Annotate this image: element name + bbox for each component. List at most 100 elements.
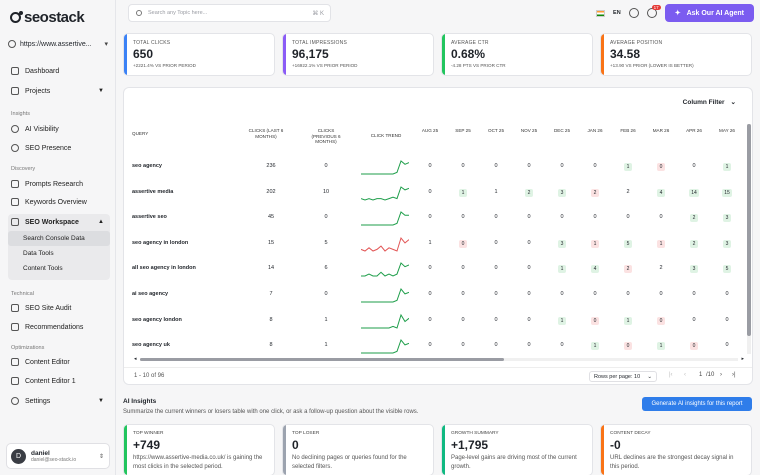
insight-value: 0 — [292, 438, 299, 452]
column-header-clicks-previous[interactable]: CLICKS (PREVIOUS 6 MONTHS) — [311, 128, 341, 144]
column-header-month[interactable]: APR 26 — [686, 128, 702, 133]
month-cell: 15 — [717, 188, 737, 197]
sidebar-item-search-console-data[interactable]: Search Console Data — [8, 231, 110, 246]
insight-label: CONTENT DECAY — [610, 431, 651, 436]
chat-icon[interactable] — [628, 8, 639, 18]
month-cell: 0 — [651, 163, 671, 171]
month-value: 0 — [428, 163, 432, 169]
sidebar-item-content-editor-1[interactable]: Content Editor 1 — [8, 374, 108, 388]
table-row[interactable]: seo agency 236 0 0 0 0 0 0 0 1 0 0 1 — [124, 154, 752, 180]
sidebar-item-keywords-overview[interactable]: Keywords Overview — [8, 195, 108, 209]
month-cell: 0 — [651, 291, 671, 297]
column-filter-button[interactable]: Column Filter ⌄ — [682, 98, 736, 107]
column-header-month[interactable]: FEB 26 — [620, 128, 636, 133]
sidebar-item-label: SEO Workspace — [25, 218, 79, 226]
search-input[interactable]: Search any Topic here... — [148, 10, 208, 16]
month-cell: 2 — [618, 265, 638, 274]
insight-text: Page-level gains are driving most of the… — [451, 455, 577, 470]
month-value: 1 — [657, 342, 665, 351]
month-cell: 0 — [552, 342, 572, 348]
column-filter-label: Column Filter — [682, 98, 725, 106]
horizontal-scrollbar[interactable]: ◂ ▸ — [134, 356, 744, 362]
insight-label: TOP LOSER — [292, 431, 320, 436]
sidebar-item-seo-site-audit[interactable]: SEO Site Audit — [8, 301, 108, 315]
month-value: 0 — [692, 163, 696, 169]
month-cell: 1 — [486, 189, 506, 195]
column-header-month[interactable]: AUG 25 — [421, 128, 439, 133]
month-cell: 3 — [717, 214, 737, 223]
sidebar-item-projects[interactable]: Projects ▼ — [8, 84, 108, 98]
stat-label: AVERAGE CTR — [451, 40, 489, 46]
sidebar-item-ai-visibility[interactable]: AI Visibility — [8, 122, 108, 136]
sidebar-item-seo-workspace[interactable]: SEO Workspace ▲ — [8, 215, 108, 229]
search-bar[interactable]: Search any Topic here... ⌘ K — [128, 4, 331, 22]
sidebar-item-recommendations[interactable]: Recommendations — [8, 320, 108, 334]
column-header-month[interactable]: DEC 25 — [553, 128, 571, 133]
click-trend-sparkline — [361, 211, 409, 226]
column-header-query[interactable]: QUERY — [132, 131, 149, 136]
table-row[interactable]: seo agency uk 8 1 0 0 0 0 0 1 0 1 0 0 — [124, 333, 752, 359]
table-row[interactable]: assertive media 202 10 0 1 1 2 3 2 2 4 14 15 — [124, 180, 752, 206]
vertical-scrollbar[interactable] — [747, 124, 751, 354]
month-value: 2 — [690, 214, 698, 223]
sidebar-item-settings[interactable]: Settings ▼ — [8, 394, 108, 408]
column-header-month[interactable]: JAN 26 — [587, 128, 603, 133]
next-page-icon[interactable]: › — [720, 372, 722, 378]
table-row[interactable]: seo agency in london 15 5 1 0 0 0 3 1 5 1 2 3 — [124, 231, 752, 257]
table-row[interactable]: all seo agency in london 14 6 0 0 0 0 1 4 2 2 3 5 — [124, 256, 752, 282]
sidebar-item-prompts-research[interactable]: Prompts Research — [8, 177, 108, 191]
scroll-left-icon[interactable]: ◂ — [134, 356, 137, 362]
sidebar-item-content-tools[interactable]: Content Tools — [23, 265, 63, 272]
scrollbar-thumb[interactable] — [140, 358, 504, 361]
sidebar-item-content-editor[interactable]: Content Editor — [8, 355, 108, 369]
bell-icon[interactable]: 17 — [646, 5, 661, 18]
table-row[interactable]: assertive seo 45 0 0 0 0 0 0 0 0 0 2 3 — [124, 205, 752, 231]
month-value: 0 — [624, 342, 632, 351]
stat-change: +16922.1% VS PRIOR PERIOD — [292, 63, 358, 68]
caret-down-icon: ▼ — [98, 398, 104, 404]
prev-page-icon[interactable]: ‹ — [684, 372, 686, 378]
language-selector[interactable]: EN — [613, 10, 621, 16]
site-selector[interactable]: https://www.assertive... ▾ — [8, 36, 108, 52]
generate-ai-insights-button[interactable]: Generate AI insights for this report — [642, 397, 752, 411]
rows-per-page-select[interactable]: Rows per page: 10 ⌄ — [589, 371, 657, 382]
stat-change: +13.90 VS PRIOR (LOWER IS BETTER) — [610, 63, 694, 68]
site-url: https://www.assertive... — [20, 40, 92, 48]
sidebar-item-seo-presence[interactable]: SEO Presence — [8, 141, 108, 155]
column-header-month[interactable]: MAR 26 — [652, 128, 670, 133]
month-value: 0 — [428, 265, 432, 272]
table-row[interactable]: ai seo agency 7 0 0 0 0 0 0 0 0 0 0 0 — [124, 282, 752, 308]
clicks-cell: 45 — [267, 214, 275, 221]
sparkline-path — [361, 313, 409, 329]
column-header-month[interactable]: OCT 25 — [488, 128, 504, 133]
month-value: 15 — [722, 188, 732, 197]
column-header-click-trend[interactable]: CLICK TREND — [370, 133, 402, 138]
month-cell: 3 — [552, 239, 572, 248]
column-header-clicks[interactable]: CLICKS (LAST 6 MONTHS) — [248, 128, 284, 139]
india-flag-icon[interactable] — [596, 9, 606, 17]
month-value: 5 — [624, 239, 632, 248]
sidebar-item-data-tools[interactable]: Data Tools — [23, 250, 54, 257]
insight-text: No declining pages or queries found for … — [292, 455, 407, 470]
logo[interactable]: seostack — [10, 9, 85, 26]
sidebar-item-dashboard[interactable]: Dashboard — [8, 64, 108, 78]
clicks-previous-cell: 0 — [324, 291, 328, 297]
month-cell: 0 — [519, 214, 539, 220]
month-value: 5 — [723, 265, 731, 274]
folder-icon — [11, 87, 19, 95]
table-row[interactable]: seo agency london 8 1 0 0 0 0 1 0 1 0 0 0 — [124, 308, 752, 334]
scroll-right-icon[interactable]: ▸ — [741, 356, 744, 362]
page-number[interactable]: 1 — [699, 372, 703, 378]
ask-ai-agent-button[interactable]: ✦ Ask Our AI Agent — [664, 4, 754, 22]
column-header-month[interactable]: SEP 25 — [455, 128, 471, 133]
scrollbar-thumb[interactable] — [747, 124, 751, 336]
column-header-month[interactable]: MAY 26 — [719, 128, 735, 133]
month-cell: 14 — [684, 188, 704, 197]
first-page-icon[interactable]: |‹ — [669, 372, 673, 378]
sparkline-path — [361, 185, 409, 201]
column-header-month[interactable]: NOV 25 — [520, 128, 538, 133]
month-value: 3 — [723, 239, 731, 248]
pagination: 1 - 10 of 96 Rows per page: 10 ⌄ |‹ ‹ 1 … — [124, 367, 752, 384]
user-menu[interactable]: D daniel daniel@seo-stack.io ⇕ — [6, 443, 110, 469]
last-page-icon[interactable]: ›| — [732, 372, 736, 378]
